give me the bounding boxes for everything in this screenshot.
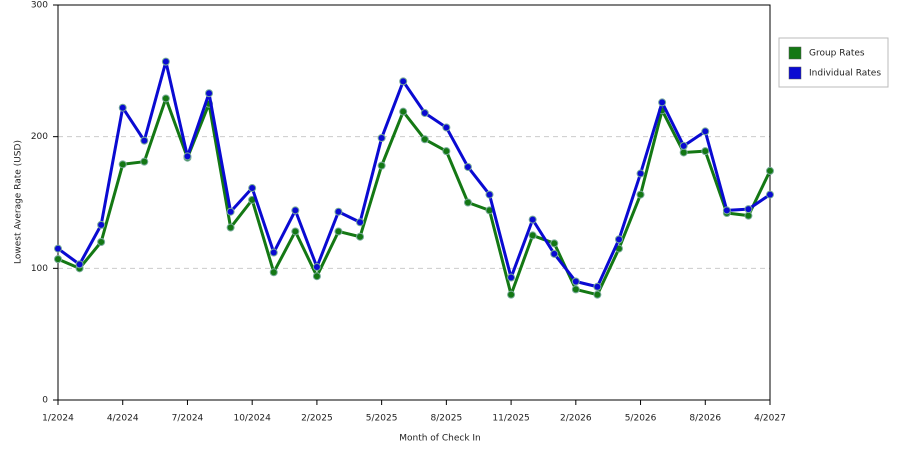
x-tick-label: 10/2024 bbox=[233, 414, 271, 424]
data-point bbox=[399, 107, 408, 116]
data-point bbox=[722, 206, 731, 215]
data-point bbox=[701, 127, 710, 136]
x-tick-label: 2/2025 bbox=[301, 414, 333, 424]
data-point bbox=[593, 290, 602, 299]
data-point bbox=[269, 248, 278, 257]
data-point bbox=[679, 148, 688, 157]
data-point bbox=[420, 108, 429, 117]
data-point bbox=[442, 147, 451, 156]
data-point bbox=[550, 249, 559, 258]
legend-swatch bbox=[788, 46, 802, 60]
x-tick-label: 11/2025 bbox=[492, 414, 529, 424]
data-point bbox=[54, 255, 62, 264]
data-point bbox=[550, 239, 559, 248]
data-point bbox=[658, 98, 667, 107]
data-point bbox=[334, 207, 343, 216]
legend-swatch bbox=[788, 66, 802, 80]
data-point bbox=[744, 211, 753, 220]
x-tick-label: 2/2026 bbox=[560, 414, 592, 424]
data-point bbox=[593, 282, 602, 291]
data-point bbox=[377, 161, 386, 170]
x-axis-label: Month of Check In bbox=[399, 434, 481, 444]
data-point bbox=[161, 57, 170, 66]
data-point bbox=[636, 169, 645, 178]
data-point bbox=[269, 268, 278, 277]
data-point bbox=[334, 227, 343, 236]
data-point bbox=[442, 123, 451, 132]
data-point bbox=[291, 206, 300, 215]
data-point bbox=[118, 103, 127, 112]
x-tick-label: 5/2026 bbox=[625, 414, 657, 424]
data-point bbox=[248, 184, 257, 193]
data-point bbox=[140, 136, 149, 145]
x-tick-label: 4/2024 bbox=[107, 414, 139, 424]
data-point bbox=[54, 244, 62, 253]
data-point bbox=[571, 285, 580, 294]
data-point bbox=[226, 223, 235, 232]
data-point bbox=[356, 218, 365, 227]
data-point bbox=[766, 166, 774, 175]
data-point bbox=[744, 205, 753, 214]
data-point bbox=[485, 190, 494, 199]
data-point bbox=[399, 77, 408, 86]
data-point bbox=[161, 94, 170, 103]
data-point bbox=[528, 215, 537, 224]
data-point bbox=[679, 141, 688, 150]
x-tick-label: 4/2027 bbox=[754, 414, 786, 424]
data-point bbox=[507, 273, 516, 282]
x-tick-label: 8/2026 bbox=[689, 414, 721, 424]
data-point bbox=[97, 220, 106, 229]
x-tick-label: 5/2025 bbox=[366, 414, 398, 424]
y-axis-label: Lowest Average Rate (USD) bbox=[14, 140, 24, 264]
legend-label: Group Rates bbox=[809, 49, 865, 59]
data-point bbox=[97, 238, 106, 246]
data-point bbox=[463, 162, 472, 171]
data-point bbox=[507, 290, 516, 299]
data-point bbox=[291, 227, 300, 236]
y-tick-label: 300 bbox=[31, 1, 48, 11]
data-point bbox=[377, 133, 386, 142]
data-point bbox=[420, 135, 429, 144]
data-point bbox=[312, 272, 321, 281]
data-point bbox=[183, 152, 192, 161]
data-point bbox=[118, 160, 127, 169]
data-point bbox=[205, 89, 214, 98]
x-tick-label: 8/2025 bbox=[431, 414, 463, 424]
data-point bbox=[226, 207, 235, 216]
series-line bbox=[57, 60, 771, 289]
series-line bbox=[57, 96, 772, 297]
x-tick-label: 1/2024 bbox=[42, 414, 74, 424]
y-tick-label: 0 bbox=[42, 396, 48, 406]
legend-label: Individual Rates bbox=[809, 69, 881, 79]
data-point bbox=[614, 235, 623, 244]
data-point bbox=[636, 190, 645, 199]
data-point bbox=[766, 190, 774, 199]
y-tick-label: 100 bbox=[31, 264, 48, 274]
x-tick-label: 7/2024 bbox=[172, 414, 204, 424]
data-point bbox=[528, 231, 537, 240]
data-point bbox=[75, 260, 84, 269]
data-point bbox=[140, 157, 149, 166]
data-point bbox=[356, 232, 365, 241]
data-point bbox=[701, 147, 710, 156]
plot-frame bbox=[57, 4, 771, 401]
y-tick-label: 200 bbox=[31, 132, 48, 142]
data-point bbox=[312, 263, 321, 272]
legend-box bbox=[778, 37, 889, 88]
data-point bbox=[463, 198, 472, 207]
data-point bbox=[571, 277, 580, 286]
